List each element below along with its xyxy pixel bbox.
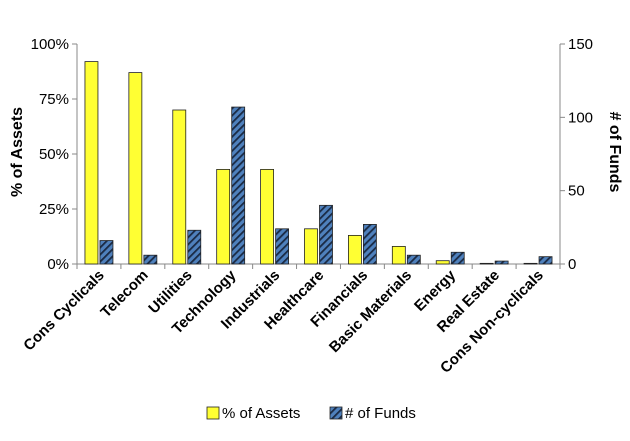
bar-funds-8 [450, 251, 465, 265]
bar-funds-6 [363, 223, 377, 265]
y-axis-title-left: % of Assets [9, 107, 26, 197]
y-tick-label-right: 100 [568, 109, 593, 126]
bar-assets-0 [84, 61, 99, 265]
bar-assets-4 [260, 168, 274, 265]
bar-assets-5 [304, 228, 318, 265]
legend-label-assets: % of Assets [222, 405, 300, 422]
plot-area: 0% 25% 50% 75% 100% 0 50 100 150 Cons CyclicalsTe… [20, 36, 593, 377]
x-tick-label: Basic Materials [326, 267, 415, 356]
bar-assets-10 [523, 262, 538, 265]
y-tick-label-left: 0% [47, 256, 69, 273]
y-tick-label-left: 75% [39, 91, 69, 108]
y-tick-label-left: 100% [31, 36, 69, 53]
bar-funds-10 [538, 256, 553, 265]
bar-assets-3 [216, 168, 231, 265]
bar-funds-3 [231, 106, 246, 265]
legend: % of Assets # of Funds [206, 405, 416, 422]
bar-assets-6 [348, 234, 362, 265]
y-axis-title-right: # of Funds [606, 112, 623, 193]
bar-funds-0 [99, 240, 114, 265]
y-tick-label-right: 0 [568, 256, 576, 273]
bar-funds-7 [406, 254, 421, 265]
y-tick-label-left: 50% [39, 146, 69, 163]
bar-assets-7 [391, 245, 406, 265]
y-tick-label-right: 50 [568, 183, 585, 200]
x-tick-label: Telecom [97, 267, 151, 321]
y-tick-label-left: 25% [39, 201, 69, 218]
y-tick-label-right: 150 [568, 36, 593, 53]
bar-assets-8 [435, 260, 450, 265]
bar-assets-9 [479, 262, 494, 265]
bar-funds-9 [494, 260, 509, 265]
bar-funds-4 [275, 228, 289, 265]
bar-funds-2 [187, 229, 202, 265]
x-tick-label: Cons Cyclicals [20, 267, 107, 354]
bar-assets-2 [172, 109, 187, 265]
legend-label-funds: # of Funds [345, 405, 416, 422]
legend-swatch-funds [329, 406, 343, 420]
legend-swatch-assets [206, 406, 220, 420]
bar-funds-1 [143, 254, 158, 265]
bar-assets-1 [128, 72, 143, 265]
bar-funds-5 [319, 204, 333, 265]
